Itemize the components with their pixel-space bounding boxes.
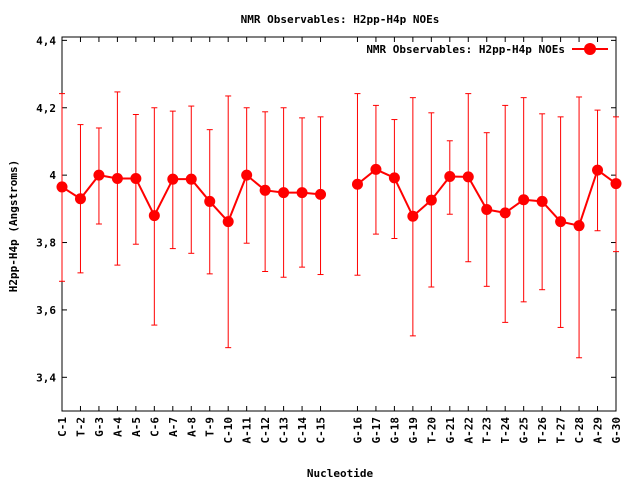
x-tick-label: C-14 <box>296 417 309 444</box>
x-tick-label: A-5 <box>130 417 143 437</box>
data-point <box>296 187 308 199</box>
data-point <box>148 210 160 222</box>
x-tick-label: T-26 <box>536 417 549 444</box>
data-point <box>93 169 105 181</box>
data-point <box>56 181 68 193</box>
y-tick-label: 3,6 <box>36 304 56 317</box>
y-tick-label: 4,4 <box>36 34 56 47</box>
legend-marker <box>584 43 596 55</box>
x-tick-label: C-12 <box>259 417 272 444</box>
x-tick-label: A-8 <box>185 417 198 437</box>
x-tick-label: G-19 <box>407 417 420 444</box>
x-tick-label: C-10 <box>222 417 235 444</box>
x-tick-label: C-6 <box>148 417 161 437</box>
data-point <box>315 188 327 200</box>
x-tick-label: A-22 <box>462 417 475 444</box>
data-point <box>167 173 179 185</box>
x-tick-label: T-23 <box>481 417 494 444</box>
y-axis-label: H2pp-H4p (Angstroms) <box>7 160 20 292</box>
x-tick-label: T-24 <box>499 417 512 444</box>
x-tick-label: A-11 <box>241 417 254 444</box>
x-tick-label: G-30 <box>610 417 623 444</box>
legend: NMR Observables: H2pp-H4p NOEs <box>366 43 608 56</box>
series-segment <box>134 178 156 217</box>
x-tick-label: T-27 <box>555 417 568 444</box>
x-tick-label: G-25 <box>518 417 531 444</box>
x-tick-label: G-18 <box>388 417 401 444</box>
data-point <box>130 173 142 185</box>
series-segment <box>227 174 248 223</box>
x-tick-label: G-21 <box>444 417 457 444</box>
data-point <box>370 163 382 175</box>
data-point <box>462 171 474 183</box>
data-point <box>573 220 585 232</box>
data-point <box>351 178 363 190</box>
x-tick-label: A-29 <box>592 417 605 444</box>
data-point <box>204 195 216 207</box>
data-point <box>481 204 493 216</box>
series-segment <box>467 176 488 211</box>
x-tick-label: T-2 <box>74 417 87 437</box>
plot-frame <box>61 36 617 412</box>
x-tick-label: C-1 <box>56 417 69 437</box>
data-point <box>111 173 123 185</box>
x-tick-label: T-9 <box>204 417 217 437</box>
x-tick-label: A-7 <box>167 417 180 437</box>
data-point <box>555 216 567 228</box>
data-point <box>185 173 197 185</box>
axes: 3,4 3,6 3,8 4 4,2 4,4 C-1 T-2 G-3 A-4 A-5 C-6 A-7 A-8… <box>36 34 623 443</box>
data-points <box>56 163 622 232</box>
x-tick-label: T-20 <box>425 417 438 444</box>
x-tick-label: G-17 <box>370 417 383 444</box>
data-point <box>407 210 419 222</box>
x-tick-label: G-16 <box>351 417 364 444</box>
legend-label: NMR Observables: H2pp-H4p NOEs <box>366 43 565 56</box>
data-point <box>536 195 548 207</box>
y-tick-label: 4 <box>49 169 56 182</box>
error-bars <box>59 91 619 359</box>
x-tick-label: C-15 <box>315 417 328 444</box>
x-tick-label: C-13 <box>278 417 291 444</box>
data-point <box>241 169 253 181</box>
series-lines <box>61 168 617 227</box>
data-point <box>74 193 86 205</box>
data-point <box>425 194 437 206</box>
series-segment <box>153 178 174 217</box>
data-point <box>518 194 530 206</box>
data-point <box>222 216 234 228</box>
y-tick-label: 3,8 <box>36 237 56 250</box>
series-segment <box>578 169 599 226</box>
x-tick-label: G-3 <box>93 417 106 437</box>
y-tick-label: 3,4 <box>36 371 56 384</box>
x-axis-label: Nucleotide <box>307 467 374 480</box>
y-tick-label: 4,2 <box>36 102 56 115</box>
data-point <box>444 170 456 182</box>
x-tick-label: C-28 <box>573 417 586 444</box>
data-point <box>278 187 290 199</box>
x-tick-label: A-4 <box>111 417 124 437</box>
data-point <box>388 172 400 184</box>
data-point <box>610 178 622 190</box>
series-segment <box>393 177 414 217</box>
data-point <box>259 184 271 196</box>
chart-title: NMR Observables: H2pp-H4p NOEs <box>241 13 440 26</box>
data-point <box>499 207 511 219</box>
data-point <box>592 164 604 176</box>
